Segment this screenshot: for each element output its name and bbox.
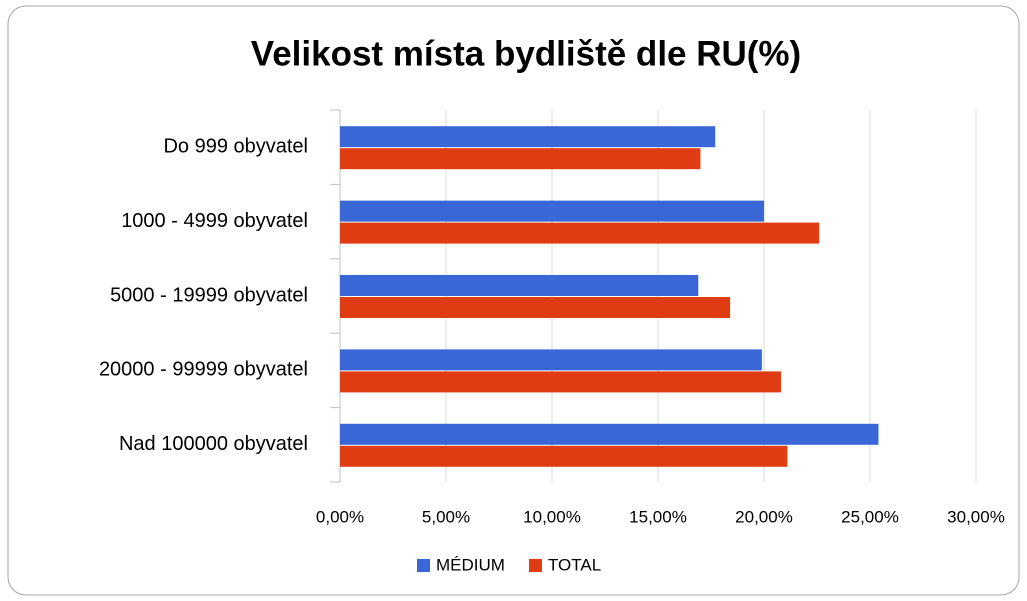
bar <box>340 371 781 393</box>
bar <box>340 126 716 148</box>
legend-label: TOTAL <box>548 555 601 574</box>
legend-swatch <box>417 559 430 572</box>
y-tick-label: 1000 - 4999 obyvatel <box>121 210 308 232</box>
bar <box>340 275 699 296</box>
bar <box>340 222 820 244</box>
bar <box>340 148 701 170</box>
bar <box>340 200 764 222</box>
x-tick-label: 15,00% <box>629 507 687 526</box>
x-tick-label: 20,00% <box>735 507 793 526</box>
bar <box>340 297 731 318</box>
bar <box>340 445 788 467</box>
y-tick-label: Do 999 obyvatel <box>163 135 308 157</box>
chart-title: Velikost místa bydliště dle RU(%) <box>251 34 801 73</box>
legend-label: MÉDIUM <box>436 555 505 574</box>
y-tick-label: 20000 - 99999 obyvatel <box>99 359 308 381</box>
y-tick-label: 5000 - 19999 obyvatel <box>110 284 308 306</box>
legend-swatch <box>528 559 542 572</box>
x-tick-label: 25,00% <box>841 507 899 526</box>
x-tick-label: 30,00% <box>947 507 1005 526</box>
x-tick-label: 10,00% <box>523 507 581 526</box>
bar <box>340 423 879 445</box>
y-tick-label: Nad 100000 obyvatel <box>119 433 308 455</box>
x-tick-label: 5,00% <box>422 507 470 526</box>
bar <box>340 349 762 371</box>
x-tick-label: 0,00% <box>316 507 364 526</box>
